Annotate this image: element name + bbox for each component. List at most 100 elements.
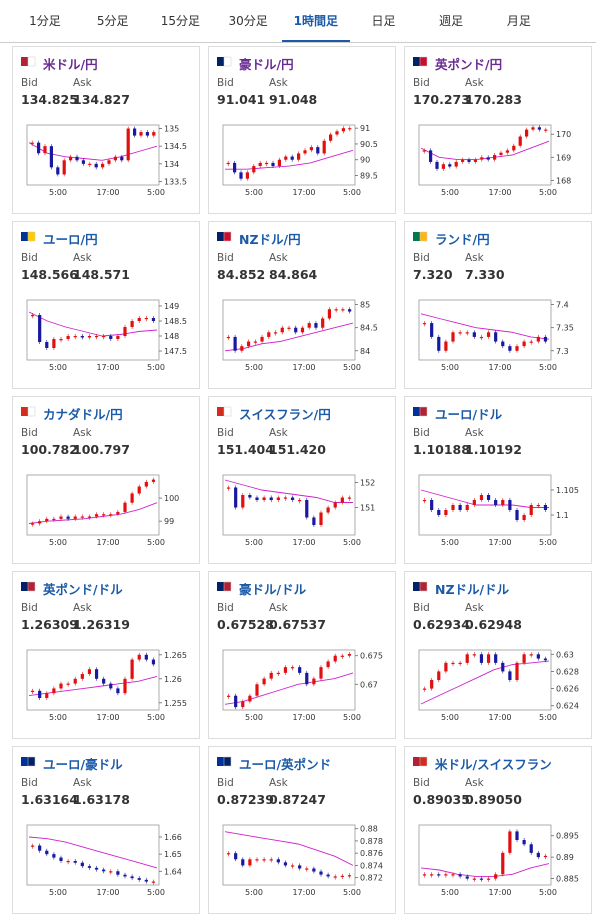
candle [467, 159, 471, 162]
pair-title[interactable]: ユーロ/ドル [435, 407, 503, 422]
candle [101, 163, 105, 168]
candle [255, 497, 259, 500]
moving-average [420, 660, 550, 705]
rate-card[interactable]: 147.5 148 148.5 149 5:00 17:00 5:00 ユーロ/円 Bid Ask… [12, 221, 200, 389]
x-tick-label: 5:00 [49, 363, 67, 372]
rate-card[interactable]: 99 100 5:00 17:00 5:00 カナダドル/円 Bid Ask 100.782 10… [12, 396, 200, 564]
pair-title[interactable]: カナダドル/円 [43, 407, 123, 422]
pair-title[interactable]: NZドル/円 [239, 232, 301, 247]
y-tick-label: 0.885 [556, 875, 579, 884]
tab[interactable]: 週足 [439, 14, 464, 28]
pair-title[interactable]: ユーロ/英ポンド [239, 757, 332, 772]
rate-card[interactable]: 168 169 170 5:00 17:00 5:00 英ポンド/円 Bid Ask 170.27… [404, 46, 592, 214]
ask-value: 0.62948 [465, 617, 522, 632]
rate-card[interactable]: 89.5 90 90.5 91 5:00 17:00 5:00 豪ドル/円 Bid Ask 91.0… [208, 46, 396, 214]
y-tick-label: 152 [360, 479, 375, 488]
candle [347, 497, 352, 499]
tab-bar: 1分足 5分足 15分足 30分足 1時間足 日足 週足 月足 [0, 0, 596, 43]
rate-card[interactable]: 151 152 5:00 17:00 5:00 スイスフラン/円 Bid Ask 151.404… [208, 396, 396, 564]
pair-title[interactable]: 豪ドル/ドル [239, 582, 307, 597]
tab[interactable]: 30分足 [228, 14, 268, 28]
candle [479, 495, 484, 500]
ask-label: Ask [465, 602, 484, 614]
rate-card[interactable]: 0.872 0.874 0.876 0.878 0.88 5:00 17:00 5:00 ユーロ… [208, 746, 396, 914]
candle [137, 878, 141, 880]
candle [130, 659, 134, 679]
candle [43, 146, 47, 154]
candle [508, 831, 512, 853]
candle [508, 346, 512, 351]
flag [27, 56, 36, 67]
pair-title[interactable]: NZドル/ドル [435, 582, 510, 597]
candle [508, 671, 512, 680]
pair-title[interactable]: 米ドル/スイスフラン [435, 757, 552, 772]
y-tick-label: 0.88 [360, 825, 378, 834]
pair-title[interactable]: スイスフラン/円 [239, 407, 331, 422]
rate-card[interactable]: 7.3 7.35 7.4 5:00 17:00 5:00 ランド/円 Bid Ask 7.320 7… [404, 221, 592, 389]
candle [226, 336, 230, 339]
candle [66, 336, 70, 339]
x-tick-label: 5:00 [539, 363, 557, 372]
rate-card[interactable]: 133.5 134 134.5 135 5:00 17:00 5:00 米ドル/円 Bid Ask… [12, 46, 200, 214]
candle [102, 336, 106, 338]
candle [543, 855, 548, 858]
pair-title[interactable]: ランド/円 [435, 232, 490, 247]
candle [265, 162, 269, 165]
tab[interactable]: 1分足 [29, 14, 61, 28]
candle [80, 516, 84, 518]
tab[interactable]: 15分足 [160, 14, 201, 28]
rate-card[interactable]: 0.67 0.675 5:00 17:00 5:00 豪ドル/ドル Bid Ask 0.6752… [208, 571, 396, 739]
tab[interactable]: 1時間足 [281, 0, 350, 42]
tab[interactable]: 日足 [371, 14, 396, 28]
plot-frame [26, 824, 160, 886]
bid-value: 151.404 [217, 442, 274, 457]
y-tick-label: 0.628 [556, 667, 579, 676]
chart: 1.255 1.26 1.265 5:00 17:00 5:00 [21, 581, 187, 722]
flag [419, 756, 428, 767]
pair-title[interactable]: 豪ドル/円 [239, 57, 294, 72]
candle [326, 874, 330, 877]
candle [494, 654, 498, 663]
x-tick-label: 17:00 [488, 713, 511, 722]
candle [508, 500, 512, 510]
tab[interactable]: 5分足 [96, 14, 129, 28]
y-tick-label: 85 [360, 301, 370, 310]
candle [309, 147, 313, 151]
bid-label: Bid [217, 77, 234, 89]
candle [248, 495, 252, 498]
candle [348, 128, 352, 130]
y-tick-label: 135 [164, 125, 179, 134]
pair-title[interactable]: 米ドル/円 [43, 57, 98, 72]
pair-title[interactable]: ユーロ/豪ドル [43, 757, 123, 772]
candle [280, 327, 284, 333]
candle [451, 662, 455, 665]
flag [27, 231, 36, 242]
candle [529, 505, 533, 515]
rate-card[interactable]: 1.1 1.105 5:00 17:00 5:00 ユーロ/ドル Bid Ask 1.10188… [404, 396, 592, 564]
pair-title[interactable]: 英ポンド/ドル [43, 582, 123, 597]
moving-average [420, 140, 550, 161]
rate-card[interactable]: 1.255 1.26 1.265 5:00 17:00 5:00 英ポンド/ドル Bid Ask… [12, 571, 200, 739]
tab[interactable]: 月足 [506, 14, 531, 28]
bid-value: 100.782 [21, 442, 78, 457]
rate-card[interactable]: 84 84.5 85 5:00 17:00 5:00 NZドル/円 Bid Ask 84.852 8… [208, 221, 396, 389]
candle [109, 683, 113, 689]
flag [223, 406, 232, 417]
ask-value: 0.67537 [269, 617, 326, 632]
rate-card[interactable]: 1.64 1.65 1.66 5:00 17:00 5:00 ユーロ/豪ドル Bid Ask 1.… [12, 746, 200, 914]
candle [458, 874, 462, 877]
candle [262, 497, 266, 500]
candle [255, 684, 259, 696]
candle [59, 516, 63, 519]
candle [422, 150, 426, 152]
candle [145, 132, 149, 136]
rate-card[interactable]: 0.624 0.626 0.628 0.63 5:00 17:00 5:00 NZドル/ドル B… [404, 571, 592, 739]
candle [472, 654, 476, 656]
x-tick-label: 5:00 [147, 363, 165, 372]
candle [30, 845, 35, 847]
x-tick-label: 17:00 [488, 888, 511, 897]
pair-title[interactable]: ユーロ/円 [43, 232, 98, 247]
pair-title[interactable]: 英ポンド/円 [435, 57, 503, 72]
rate-card[interactable]: 0.885 0.89 0.895 5:00 17:00 5:00 米ドル/スイスフラン Bid… [404, 746, 592, 914]
chart: 99 100 5:00 17:00 5:00 [21, 406, 179, 547]
